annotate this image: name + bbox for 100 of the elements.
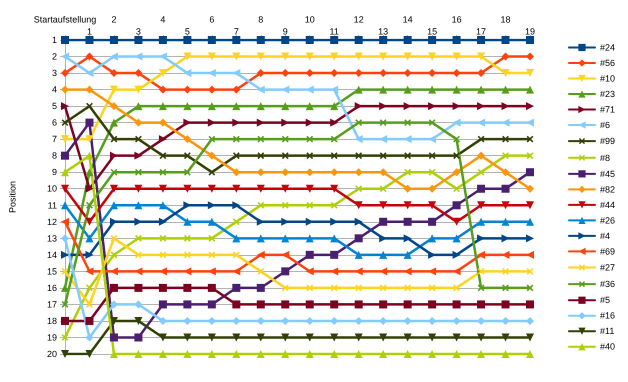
- point: [257, 152, 264, 160]
- point: [232, 234, 240, 242]
- point: [502, 284, 509, 292]
- point: [256, 333, 265, 342]
- point: [526, 184, 534, 193]
- point: [477, 52, 486, 61]
- point: [306, 284, 314, 292]
- point: [183, 284, 192, 292]
- point: [354, 350, 363, 358]
- point: [256, 86, 265, 94]
- point: [257, 136, 264, 143]
- point: [281, 267, 290, 276]
- point: [330, 234, 338, 242]
- point: [379, 333, 388, 342]
- point: [330, 300, 338, 308]
- point: [306, 52, 314, 61]
- point: [404, 250, 412, 259]
- x-tick-label: 8: [258, 14, 264, 24]
- y-tick-label: 19: [46, 332, 57, 342]
- point: [208, 152, 216, 160]
- point: [183, 52, 192, 61]
- point: [453, 284, 460, 292]
- y-tick-label: 1: [52, 35, 57, 45]
- x-tick-label: 2: [111, 14, 116, 24]
- y-tick-label: 16: [46, 282, 57, 293]
- point: [477, 184, 486, 193]
- point: [502, 201, 510, 210]
- y-tick-label: 18: [46, 316, 57, 326]
- point: [110, 36, 118, 44]
- point: [208, 184, 216, 193]
- point: [232, 300, 240, 308]
- legend-label: #27: [600, 262, 616, 272]
- point: [330, 69, 338, 78]
- point: [306, 333, 314, 342]
- point: [135, 234, 142, 242]
- point: [208, 350, 216, 358]
- point: [526, 350, 534, 358]
- point: [134, 36, 142, 44]
- point: [183, 218, 192, 226]
- x-tick-label: 13: [378, 26, 388, 36]
- point: [256, 316, 265, 325]
- point: [208, 234, 216, 242]
- point: [110, 350, 118, 358]
- point: [478, 268, 484, 275]
- point: [330, 136, 338, 143]
- point: [135, 168, 142, 176]
- point: [379, 250, 388, 259]
- point: [428, 184, 436, 193]
- point: [158, 86, 167, 94]
- point: [452, 300, 461, 308]
- legend-label: #44: [600, 200, 616, 210]
- point: [86, 284, 93, 292]
- point: [404, 52, 412, 61]
- point: [256, 102, 265, 110]
- point: [110, 136, 118, 143]
- point: [232, 86, 240, 94]
- point: [256, 69, 265, 78]
- point: [256, 234, 265, 242]
- point: [502, 184, 510, 193]
- point: [281, 300, 290, 308]
- legend-label: #8: [600, 152, 610, 163]
- point: [208, 300, 216, 308]
- point: [379, 86, 388, 94]
- point: [452, 218, 461, 226]
- point: [85, 135, 94, 144]
- point: [110, 333, 118, 342]
- point: [330, 102, 338, 110]
- point: [208, 52, 216, 61]
- point: [526, 136, 534, 143]
- point: [158, 300, 167, 308]
- point: [85, 152, 94, 160]
- point: [306, 250, 314, 259]
- point: [379, 300, 388, 308]
- point: [502, 300, 510, 308]
- point: [281, 184, 290, 193]
- point: [208, 168, 216, 176]
- point: [404, 119, 412, 126]
- point: [379, 218, 388, 226]
- point: [183, 184, 192, 193]
- point: [330, 184, 338, 193]
- point: [134, 350, 142, 358]
- point: [134, 201, 142, 210]
- y-tick-label: 20: [46, 349, 57, 359]
- point: [158, 218, 167, 226]
- x-tick-label: 3: [136, 26, 141, 36]
- y-tick-label: 5: [52, 101, 57, 112]
- point: [85, 69, 94, 78]
- point: [477, 86, 486, 94]
- point: [354, 135, 363, 144]
- point: [428, 152, 436, 160]
- point: [208, 86, 216, 94]
- point: [502, 268, 509, 275]
- point: [160, 152, 166, 160]
- point: [379, 201, 388, 210]
- point: [478, 136, 484, 143]
- point: [502, 350, 510, 358]
- point: [379, 36, 388, 44]
- point: [208, 102, 216, 110]
- point: [452, 52, 461, 61]
- x-tick-label: 18: [500, 14, 511, 24]
